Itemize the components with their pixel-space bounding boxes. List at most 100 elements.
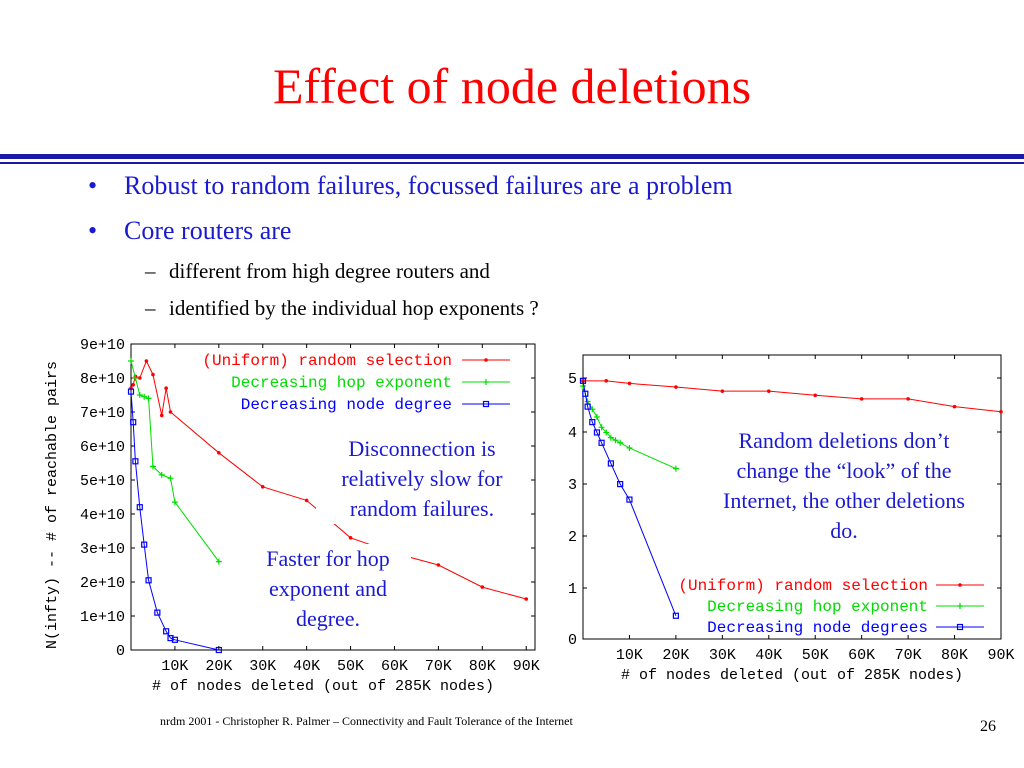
x-axis-label: # of nodes deleted (out of 285K nodes) xyxy=(621,667,963,684)
data-point xyxy=(584,398,591,405)
y-tick-label: 1 xyxy=(568,581,577,598)
data-point xyxy=(626,444,633,451)
data-point xyxy=(217,451,221,455)
page-number: 26 xyxy=(980,718,996,735)
data-point xyxy=(604,379,609,383)
y-tick-label: 1e+10 xyxy=(80,609,125,626)
legend-label: Decreasing hop exponent xyxy=(707,598,928,616)
bullet-item: • Robust to random failures, focussed fai… xyxy=(88,171,733,201)
x-tick-label: 90K xyxy=(513,658,540,675)
data-point xyxy=(589,419,596,426)
x-tick-label: 80K xyxy=(469,658,496,675)
y-tick-label: 2e+10 xyxy=(80,575,125,592)
y-tick-label: 0 xyxy=(568,632,577,649)
data-point xyxy=(607,434,614,441)
data-point xyxy=(580,382,586,389)
sub-bullet-item: – different from high degree routers and xyxy=(145,258,490,284)
data-point xyxy=(482,400,490,408)
data-point xyxy=(607,460,614,467)
data-point xyxy=(617,439,624,446)
data-point xyxy=(132,458,139,465)
data-point xyxy=(598,439,605,446)
slide-footer: nrdm 2001 - Christopher R. Palmer – Conn… xyxy=(160,714,573,728)
data-point xyxy=(149,463,156,470)
data-point xyxy=(163,628,170,635)
data-point xyxy=(584,403,591,410)
series-group xyxy=(579,377,679,619)
data-point xyxy=(483,379,489,385)
legend-label: Decreasing node degree xyxy=(241,396,452,414)
data-point xyxy=(581,379,585,383)
x-tick-label: 50K xyxy=(802,647,829,664)
data-point xyxy=(136,392,143,398)
data-point xyxy=(952,404,957,409)
data-point xyxy=(672,465,679,472)
y-tick-label: 8e+10 xyxy=(80,371,125,388)
data-point xyxy=(348,536,353,540)
series-line xyxy=(130,360,220,562)
data-point xyxy=(260,485,265,489)
data-point xyxy=(168,410,173,414)
y-tick-label: 4e+10 xyxy=(80,507,125,524)
x-tick-label: 10K xyxy=(161,658,188,675)
data-point xyxy=(957,603,963,609)
y-tick-label: 3 xyxy=(568,477,577,494)
data-point xyxy=(593,413,600,420)
y-tick-label: 7e+10 xyxy=(80,405,125,422)
title-rule-thin xyxy=(0,162,1024,164)
annotation-disconnection: Disconnection is relatively slow for ran… xyxy=(316,434,528,524)
bullet-marker: • xyxy=(88,171,98,200)
x-tick-label: 60K xyxy=(848,647,875,664)
x-tick-label: 30K xyxy=(709,647,736,664)
x-tick-label: 80K xyxy=(941,647,968,664)
y-tick-label: 9e+10 xyxy=(80,337,125,354)
y-tick-label: 4 xyxy=(568,425,577,442)
title-rule-thick xyxy=(0,154,1024,159)
data-point xyxy=(579,377,587,384)
bullet-text: Core routers are xyxy=(124,216,292,245)
y-tick-label: 5 xyxy=(568,371,577,388)
data-point xyxy=(171,636,179,643)
y-tick-label: 2 xyxy=(568,529,577,546)
data-point xyxy=(136,504,143,511)
data-point xyxy=(484,358,488,362)
annotation-faster: Faster for hop exponent and degree. xyxy=(245,544,411,634)
data-point xyxy=(127,388,135,395)
data-point xyxy=(159,413,164,418)
data-point xyxy=(215,646,222,654)
data-point xyxy=(171,499,178,506)
data-point xyxy=(480,585,485,589)
data-point xyxy=(627,381,632,386)
data-point xyxy=(158,471,165,478)
data-point xyxy=(131,383,135,387)
data-point xyxy=(958,583,962,587)
series-line xyxy=(582,380,677,616)
sub-bullet-marker: – xyxy=(145,296,156,320)
data-point xyxy=(906,397,910,401)
x-tick-label: 20K xyxy=(662,647,689,664)
data-point xyxy=(137,376,142,380)
y-tick-label: 3e+10 xyxy=(80,541,125,558)
data-point xyxy=(999,410,1003,414)
data-point xyxy=(813,393,818,398)
data-point xyxy=(304,498,309,503)
data-point xyxy=(144,359,149,363)
data-point xyxy=(141,541,148,548)
legend-label: (Uniform) random selection xyxy=(678,577,928,595)
data-point xyxy=(598,424,605,431)
legend-label: Decreasing hop exponent xyxy=(231,374,452,392)
sub-bullet-marker: – xyxy=(145,259,156,283)
x-tick-label: 90K xyxy=(987,647,1014,664)
sub-bullet-text: identified by the individual hop exponen… xyxy=(169,296,539,320)
data-point xyxy=(132,375,139,381)
data-point xyxy=(859,397,864,401)
bullet-marker: • xyxy=(88,216,98,245)
y-tick-label: 0 xyxy=(116,643,125,660)
x-tick-label: 40K xyxy=(755,647,782,664)
legend-label: Decreasing node degrees xyxy=(707,619,928,637)
data-point xyxy=(524,597,529,601)
x-tick-label: 40K xyxy=(293,658,320,675)
data-point xyxy=(145,577,152,584)
data-point xyxy=(672,612,679,619)
data-point xyxy=(626,496,633,503)
